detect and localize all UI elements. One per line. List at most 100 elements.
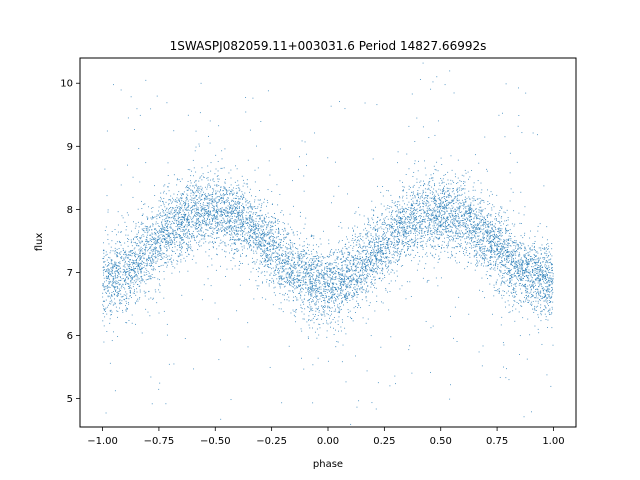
scatter-point (274, 241, 276, 243)
scatter-point (202, 194, 204, 196)
scatter-point (526, 264, 528, 265)
scatter-point (193, 205, 195, 207)
scatter-point (357, 255, 358, 257)
scatter-point (480, 222, 482, 223)
scatter-point (525, 300, 527, 302)
scatter-point (351, 280, 352, 282)
scatter-point (177, 224, 179, 225)
scatter-point (377, 247, 379, 249)
scatter-point (503, 251, 505, 253)
scatter-point (139, 285, 141, 287)
scatter-point (456, 238, 458, 240)
scatter-point (135, 303, 136, 305)
scatter-point (341, 292, 343, 294)
scatter-point (387, 246, 388, 248)
scatter-point (409, 195, 411, 197)
scatter-point (370, 241, 372, 243)
scatter-point (479, 249, 481, 251)
scatter-point (117, 316, 118, 318)
scatter-point (228, 223, 230, 225)
scatter-point (342, 268, 344, 270)
scatter-point (469, 247, 471, 248)
scatter-point (289, 281, 291, 283)
scatter-point (376, 266, 378, 268)
scatter-point (450, 226, 452, 228)
scatter-point (114, 294, 116, 296)
scatter-point (454, 173, 456, 175)
scatter-point (152, 266, 154, 268)
scatter-point (510, 188, 512, 190)
scatter-point (188, 223, 190, 225)
scatter-point (433, 202, 435, 204)
scatter-point (410, 253, 412, 255)
scatter-point (279, 293, 281, 294)
scatter-point (519, 254, 521, 256)
scatter-point (425, 191, 427, 193)
scatter-point (385, 261, 387, 263)
scatter-point (551, 306, 553, 308)
scatter-point (165, 208, 167, 210)
scatter-point (299, 257, 301, 259)
scatter-point (410, 232, 412, 234)
scatter-point (138, 285, 140, 287)
scatter-point (232, 236, 234, 238)
scatter-point (513, 258, 514, 260)
scatter-point (278, 232, 280, 234)
scatter-point (334, 321, 336, 323)
scatter-point (301, 291, 303, 293)
scatter-point (389, 228, 390, 230)
scatter-point (111, 272, 113, 274)
scatter-point (208, 135, 209, 137)
scatter-point (520, 266, 522, 268)
scatter-point (181, 224, 183, 226)
scatter-point (262, 229, 264, 231)
scatter-point (451, 255, 453, 257)
scatter-point (190, 206, 192, 208)
scatter-point (516, 251, 518, 253)
scatter-point (376, 264, 377, 266)
scatter-point (299, 291, 301, 293)
scatter-point (329, 271, 330, 272)
scatter-point (547, 248, 548, 250)
scatter-point (228, 206, 230, 208)
scatter-point (398, 231, 400, 232)
scatter-point (548, 285, 550, 287)
scatter-point (366, 278, 368, 280)
scatter-point (179, 253, 181, 255)
scatter-point (189, 216, 191, 217)
scatter-point (497, 244, 498, 246)
scatter-point (146, 241, 148, 242)
scatter-point (117, 224, 119, 226)
scatter-point (320, 271, 322, 273)
scatter-point (308, 315, 310, 317)
scatter-point (421, 232, 423, 234)
scatter-point (256, 247, 258, 249)
scatter-point (391, 254, 393, 256)
scatter-point (287, 293, 288, 295)
scatter-point (483, 201, 485, 203)
scatter-point (545, 280, 546, 281)
scatter-point (204, 215, 205, 216)
scatter-point (409, 210, 411, 211)
scatter-point (437, 231, 439, 233)
scatter-point (118, 240, 120, 242)
scatter-point (394, 375, 396, 377)
scatter-point (468, 213, 470, 215)
scatter-point (445, 199, 447, 201)
scatter-point (295, 296, 296, 298)
scatter-point (381, 301, 382, 303)
scatter-point (448, 213, 450, 215)
scatter-point (191, 236, 193, 238)
scatter-point (490, 224, 492, 225)
scatter-point (397, 226, 399, 228)
scatter-point (404, 222, 406, 224)
scatter-point (436, 203, 438, 205)
scatter-point (470, 203, 472, 205)
scatter-point (389, 260, 391, 262)
scatter-point (375, 259, 377, 261)
scatter-point (503, 248, 505, 250)
scatter-point (482, 243, 484, 245)
scatter-point (525, 280, 527, 281)
scatter-point (392, 246, 394, 248)
scatter-point (419, 209, 420, 211)
